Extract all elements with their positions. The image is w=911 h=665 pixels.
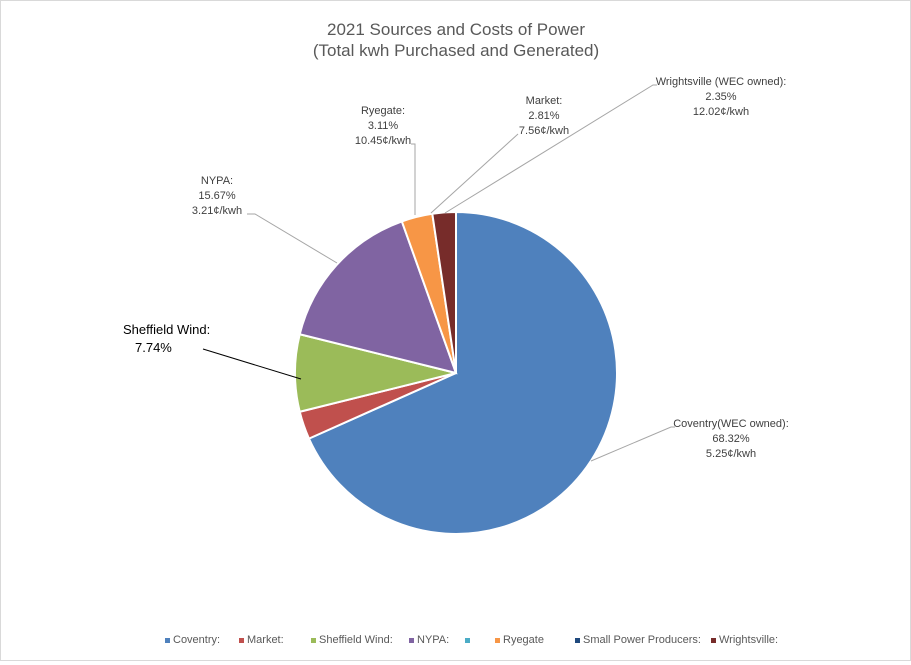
- chart-title: 2021 Sources and Costs of Power: [327, 20, 585, 39]
- legend-entry-7: Wrightsville:: [719, 634, 778, 646]
- leader-line-coventry: [590, 426, 675, 462]
- leader-line-market: [430, 133, 519, 214]
- data-label-nypa: NYPA: 15.67% 3.21¢/kwh: [192, 175, 242, 217]
- legend-swatch-1: [239, 638, 244, 643]
- ryegate-label-percent: 3.11%: [368, 120, 399, 132]
- data-label-ryegate: Ryegate: 3.11% 10.45¢/kwh: [355, 105, 411, 147]
- wrightsville-label-name: Wrightsville (WEC owned):: [656, 76, 787, 88]
- pie-slice-wrightsville: [431, 210, 457, 374]
- wrightsville-label-cost: 12.02¢/kwh: [693, 106, 749, 118]
- legend-swatch-0: [165, 638, 170, 643]
- sheffield-label-percent: 7.74%: [135, 340, 172, 355]
- legend-swatch-7: [711, 638, 716, 643]
- ryegate-label-name: Ryegate:: [361, 105, 405, 117]
- legend: Coventry: Market: Sheffield Wind: NYPA: Ryeg…: [165, 634, 778, 646]
- ryegate-label-cost: 10.45¢/kwh: [355, 135, 411, 147]
- legend-swatch-2: [311, 638, 316, 643]
- legend-swatch-6: [575, 638, 580, 643]
- coventry-label-cost: 5.25¢/kwh: [706, 448, 756, 460]
- market-label-percent: 2.81%: [528, 110, 559, 122]
- legend-swatch-4: [465, 638, 470, 643]
- wrightsville-label-percent: 2.35%: [705, 91, 736, 103]
- leader-line-sheffield: [202, 348, 302, 380]
- sheffield-label-name: Sheffield Wind:: [123, 322, 210, 337]
- chart-subtitle: (Total kwh Purchased and Generated): [313, 41, 599, 60]
- data-label-sheffield: Sheffield Wind: 7.74%: [123, 322, 210, 355]
- pie-slices: [294, 210, 618, 535]
- coventry-label-name: Coventry(WEC owned):: [673, 418, 789, 430]
- data-label-market: Market: 2.81% 7.56¢/kwh: [519, 95, 569, 137]
- data-label-wrightsville: Wrightsville (WEC owned): 2.35% 12.02¢/k…: [656, 76, 787, 118]
- legend-entry-1: Market:: [247, 634, 284, 646]
- nypa-label-cost: 3.21¢/kwh: [192, 205, 242, 217]
- legend-entry-2: Sheffield Wind:: [319, 634, 393, 646]
- legend-entry-6: Small Power Producers:: [583, 634, 701, 646]
- pie-slice-nypa: [298, 220, 458, 375]
- market-label-name: Market:: [526, 95, 563, 107]
- legend-swatch-5: [495, 638, 500, 643]
- leader-lines: [247, 84, 675, 462]
- legend-entry-5: Ryegate: [503, 634, 544, 646]
- legend-entry-0: Coventry:: [173, 634, 220, 646]
- leader-line-ryegate: [411, 143, 416, 215]
- data-label-coventry: Coventry(WEC owned): 68.32% 5.25¢/kwh: [673, 418, 789, 460]
- leader-line-wrightsville: [444, 84, 657, 214]
- nypa-label-name: NYPA:: [201, 175, 233, 187]
- market-label-cost: 7.56¢/kwh: [519, 125, 569, 137]
- leader-line-nypa: [247, 213, 338, 264]
- nypa-label-percent: 15.67%: [198, 190, 236, 202]
- legend-entry-3: NYPA:: [417, 634, 449, 646]
- coventry-label-percent: 68.32%: [712, 433, 750, 445]
- legend-swatch-3: [409, 638, 414, 643]
